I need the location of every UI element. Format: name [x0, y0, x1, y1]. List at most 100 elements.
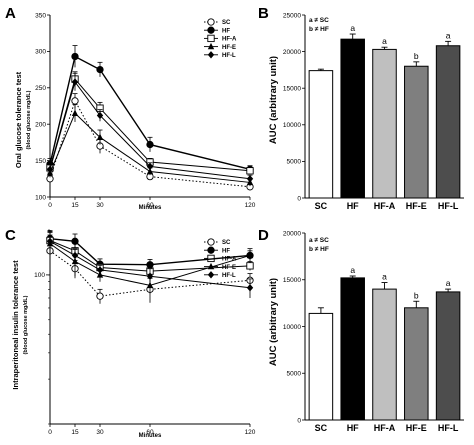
panel-a-data-point — [96, 65, 104, 74]
panel-a-legend-marker — [207, 34, 215, 43]
panel-d-chart: 0 5000 10000 15000 20000 SC HF a HF-A a HF-E b HF-L a — [283, 230, 464, 433]
panel-d-ytick-label: 0 — [297, 417, 301, 424]
panel-d-bar-hf-a — [372, 288, 397, 421]
panel-c-legend-label: HF-A — [222, 257, 237, 263]
panel-c-data-point — [246, 251, 254, 259]
panel-c-legend-marker — [207, 271, 215, 279]
panel-a-data-point — [96, 133, 104, 141]
panel-b-ylabel: AUC (arbitrary unit) — [268, 56, 279, 144]
panel-b-bar-hf — [340, 38, 365, 199]
panel-c-data-point — [46, 237, 54, 245]
panel-a-legend-marker — [207, 51, 215, 59]
panel-a-ytick-label: 100 — [35, 194, 46, 201]
panel-a: A Oral glucose tolerance test (blood glu… — [5, 5, 256, 211]
panel-a-data-point — [146, 140, 154, 149]
panel-b-chart: 0 5000 10000 15000 20000 25000 SC HF a HF-A a HF-E b… — [283, 12, 464, 211]
panel-b: B AUC (arbitrary unit) a ≠ SC b ≠ HF 0 50… — [258, 5, 464, 211]
panel-a-data-point — [71, 78, 79, 86]
panel-a-legend-marker — [207, 26, 215, 34]
panel-d-significance-label: a — [350, 265, 355, 275]
panel-b-ytick-label: 5000 — [287, 159, 302, 166]
panel-b-bar-hf-a — [372, 48, 397, 199]
panel-c-chart: 100 0 15 30 60 120 — [34, 229, 256, 436]
panel-a-ytick-label: 150 — [35, 158, 46, 165]
panel-c-data-point — [96, 292, 104, 300]
panel-a-xtick-label: 30 — [96, 202, 104, 209]
panel-c-legend-label: HF — [222, 248, 230, 254]
panel-a-data-point — [46, 165, 54, 174]
panel-b-bar-hf-e — [404, 65, 429, 199]
panel-b-ytick-label: 15000 — [283, 86, 301, 93]
panel-b-ytick-label: 25000 — [283, 12, 301, 19]
panel-c: C Intraperitoneal insulin tolerance test… — [5, 227, 256, 439]
panel-c-ylabel: Intraperitoneal insulin tolerance test — [11, 260, 20, 390]
panel-a-ylabel-sub: (blood glucose mg/dL) — [26, 90, 32, 149]
panel-c-legend-marker — [207, 246, 215, 254]
panel-b-letter: B — [258, 5, 269, 22]
panel-b-ytick-label: 0 — [297, 195, 301, 202]
panel-d-bar-hf-l — [435, 291, 461, 421]
panel-a-data-point — [71, 109, 79, 116]
panel-c-data-point — [246, 262, 254, 270]
panel-c-xtick-label: 30 — [96, 429, 104, 436]
panel-d-significance-label: a — [446, 278, 451, 288]
panel-a-legend-label: SC — [222, 20, 231, 26]
panel-a-data-point — [246, 175, 254, 183]
panel-b-bar-hf-l — [435, 45, 461, 199]
panel-a-legend-label: HF-E — [222, 45, 236, 51]
panel-a-legend: SC HF HF-A HF-E HF-L — [204, 18, 237, 59]
panel-a-data-point — [71, 97, 79, 105]
panel-b-significance-label: a — [382, 36, 387, 46]
panel-b-bar-sc — [308, 70, 334, 199]
panel-c-data-point — [146, 281, 154, 289]
panel-c-xlabel: Minutes — [139, 433, 162, 439]
panel-a-data-point — [146, 167, 154, 175]
panel-d-ytick-label: 10000 — [283, 324, 301, 331]
panel-a-legend-label: HF — [222, 28, 230, 34]
panel-a-data-point — [71, 52, 79, 61]
panel-c-xtick-label: 60 — [146, 429, 154, 436]
panel-a-ytick-label: 200 — [35, 122, 46, 129]
panel-c-letter: C — [5, 227, 16, 244]
panel-a-legend-label: HF-L — [222, 53, 236, 59]
panel-a-legend-label: HF-A — [222, 37, 237, 43]
panel-b-category-label: SC — [315, 201, 328, 211]
panel-c-xtick-label: 0 — [48, 429, 52, 436]
panel-a-ylabel: Oral glucose tolerance test — [14, 71, 23, 168]
panel-d-category-label: HF-L — [438, 423, 459, 433]
panel-a-series-line — [49, 78, 251, 172]
panel-b-category-label: HF-L — [438, 201, 459, 211]
panel-c-legend-label: HF-E — [222, 265, 236, 271]
panel-d-significance-label: a — [382, 272, 387, 282]
panel-d-bar-sc — [308, 312, 334, 421]
panel-b-significance-label: b — [414, 51, 419, 61]
panel-b-category-label: HF-E — [406, 201, 427, 211]
panel-a-chart: 100 150 200 250 300 350 0 15 30 60 120 — [35, 12, 256, 209]
panel-d-bar-hf — [340, 277, 365, 421]
panel-d-category-label: HF — [347, 423, 359, 433]
panel-a-legend-marker — [207, 18, 215, 26]
panel-c-data-point — [246, 284, 254, 292]
panel-a-ytick-label: 300 — [35, 49, 46, 56]
panel-d-significance-label: b — [414, 290, 419, 300]
panel-a-xtick-label: 15 — [71, 202, 79, 209]
panel-c-data-point — [71, 251, 79, 260]
panel-b-category-label: HF-A — [374, 201, 396, 211]
panel-a-xtick-label: 60 — [146, 202, 154, 209]
panel-a-xtick-label: 120 — [245, 202, 256, 209]
panel-a-data-point — [246, 167, 254, 175]
panel-c-legend-label: SC — [222, 240, 231, 246]
panel-d-note-a: a ≠ SC — [309, 237, 329, 244]
panel-b-note-a: a ≠ SC — [309, 17, 329, 24]
panel-d-ytick-label: 5000 — [287, 371, 302, 378]
panel-b-significance-label: a — [350, 23, 355, 33]
panel-c-ytick-label: 100 — [34, 272, 45, 279]
panel-a-series — [46, 45, 254, 173]
panel-b-ytick-label: 20000 — [283, 49, 301, 56]
panel-a-series — [46, 72, 254, 183]
panel-c-data-point — [146, 272, 154, 280]
panel-c-legend-label: HF-L — [222, 273, 236, 279]
panel-d: D AUC (arbitrary unit) a ≠ SC b ≠ HF 0 50… — [258, 227, 464, 433]
panel-c-legend-marker — [207, 238, 215, 246]
panel-a-letter: A — [5, 5, 16, 22]
